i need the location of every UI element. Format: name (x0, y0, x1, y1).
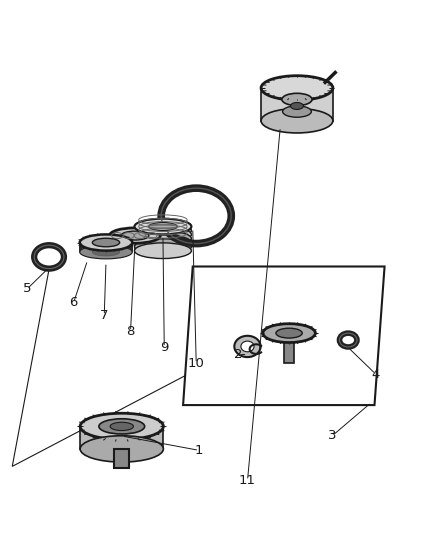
Text: 3: 3 (328, 430, 336, 442)
Text: 4: 4 (371, 368, 380, 381)
Ellipse shape (80, 241, 132, 255)
Ellipse shape (92, 243, 120, 251)
Ellipse shape (134, 231, 191, 246)
Ellipse shape (282, 93, 312, 106)
Ellipse shape (92, 247, 120, 255)
Ellipse shape (261, 76, 333, 100)
Ellipse shape (80, 436, 163, 462)
Ellipse shape (80, 240, 132, 253)
Ellipse shape (92, 241, 120, 249)
Ellipse shape (92, 246, 120, 253)
Ellipse shape (241, 341, 254, 352)
Ellipse shape (134, 235, 191, 251)
Ellipse shape (80, 413, 163, 440)
Ellipse shape (110, 422, 134, 431)
Ellipse shape (80, 243, 132, 256)
Polygon shape (80, 426, 163, 449)
Ellipse shape (92, 248, 120, 256)
Polygon shape (114, 449, 129, 468)
Ellipse shape (80, 236, 132, 249)
Text: 5: 5 (23, 282, 32, 295)
Ellipse shape (134, 219, 191, 235)
Ellipse shape (290, 102, 304, 109)
Ellipse shape (92, 239, 120, 246)
Text: 11: 11 (239, 474, 256, 487)
Ellipse shape (92, 244, 120, 252)
Text: 7: 7 (100, 309, 109, 322)
Ellipse shape (261, 109, 333, 133)
Ellipse shape (134, 223, 191, 238)
Ellipse shape (80, 237, 132, 251)
Polygon shape (183, 266, 385, 405)
Ellipse shape (92, 240, 120, 248)
Text: 6: 6 (69, 296, 78, 309)
Ellipse shape (121, 231, 149, 240)
Ellipse shape (134, 243, 191, 259)
Polygon shape (261, 88, 333, 121)
Ellipse shape (134, 239, 191, 255)
Ellipse shape (234, 336, 261, 357)
Ellipse shape (276, 328, 302, 338)
Text: 1: 1 (195, 444, 204, 457)
Ellipse shape (283, 106, 311, 117)
Text: 9: 9 (160, 341, 169, 354)
Ellipse shape (80, 238, 132, 252)
Ellipse shape (134, 219, 191, 235)
Ellipse shape (134, 227, 191, 243)
Ellipse shape (80, 244, 132, 257)
Ellipse shape (80, 245, 132, 259)
Ellipse shape (92, 238, 120, 247)
Polygon shape (284, 343, 294, 362)
Text: 8: 8 (126, 325, 135, 338)
Ellipse shape (110, 228, 160, 243)
Ellipse shape (99, 419, 145, 434)
Ellipse shape (263, 324, 315, 343)
Text: 2: 2 (234, 348, 243, 361)
Text: 10: 10 (188, 357, 205, 370)
Ellipse shape (80, 235, 132, 251)
Ellipse shape (148, 222, 177, 231)
